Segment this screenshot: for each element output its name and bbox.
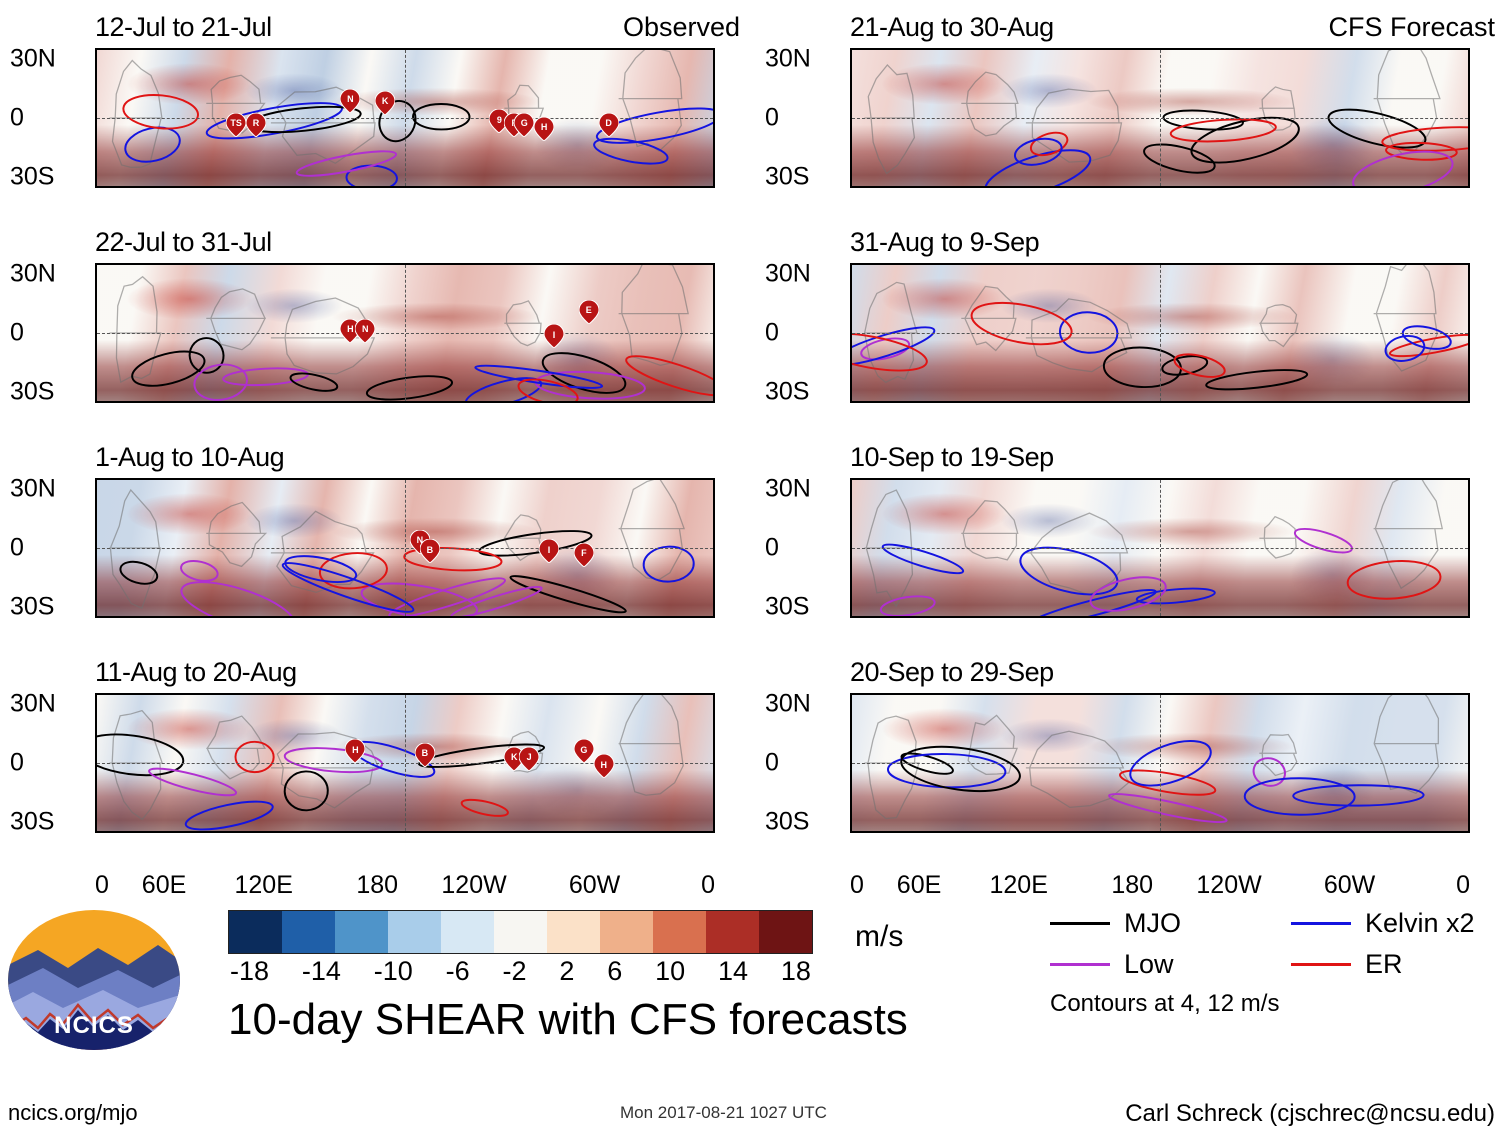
panel-4: 1-Aug to 10-Aug 30N 0 30S N B I F [0, 438, 755, 653]
panel-title-3: 31-Aug to 9-Sep [850, 227, 1039, 258]
equator-line-0 [97, 118, 713, 119]
colorbar-swatches [228, 910, 813, 954]
ytick-0-7: 0 [765, 749, 779, 778]
contour-legend: MJO Low Kelvin x2 ER Contours at 4, 12 m… [1050, 908, 1475, 1018]
ytick-30N-6: 30N [10, 690, 56, 719]
ncics-logo: NCICS [8, 910, 180, 1050]
panel-title-1: 21-Aug to 30-Aug [850, 12, 1054, 43]
bottom-legend-area: NCICS -18 -14 -10 -6 -2 2 6 10 14 [0, 900, 1510, 1127]
ytick-30N-0: 30N [10, 45, 56, 74]
ytick-30S-1: 30S [765, 162, 809, 191]
storm-marker-4-1: B [420, 539, 440, 563]
storm-marker-0-7: H [534, 117, 554, 141]
storm-marker-0-3: K [375, 91, 395, 115]
storm-marker-6-5: H [594, 754, 614, 778]
xtick-row-7: 0 60E 120E 180 120W 60W 0 [850, 871, 1470, 900]
colorbar-ticklabels: -18 -14 -10 -6 -2 2 6 10 14 18 [228, 956, 813, 987]
ytick-30S-2: 30S [10, 377, 54, 406]
map-canvas-0: TSRNK9FGHD [95, 48, 715, 188]
storm-marker-6-3: J [519, 747, 539, 771]
equator-line-3 [852, 333, 1468, 334]
ytick-30N-7: 30N [765, 690, 811, 719]
storm-marker-0-6: G [514, 113, 534, 137]
storm-marker-4-2: I [539, 539, 559, 563]
storm-marker-0-0: TS [226, 113, 246, 137]
ytick-0-0: 0 [10, 104, 24, 133]
ytick-0-4: 0 [10, 534, 24, 563]
panel-3: 31-Aug to 9-Sep 30N 0 30S [755, 223, 1510, 438]
author-credit: Carl Schreck (cjschrec@ncsu.edu) [1125, 1100, 1495, 1128]
panel-title-0: 12-Jul to 21-Jul [95, 12, 272, 43]
ytick-30S-6: 30S [10, 807, 54, 836]
panel-5: 10-Sep to 19-Sep 30N 0 30S [755, 438, 1510, 653]
panel-0: 12-Jul to 21-JulObserved30N030STSRNK9FGH… [0, 8, 755, 223]
ytick-30S-5: 30S [765, 592, 809, 621]
panel-title-5: 10-Sep to 19-Sep [850, 442, 1054, 473]
ytick-30S-7: 30S [765, 807, 809, 836]
ytick-0-3: 0 [765, 319, 779, 348]
unit-label: m/s [855, 920, 903, 954]
panel-1: 21-Aug to 30-Aug CFS Forecast 30N 0 30S [755, 8, 1510, 223]
ytick-0-2: 0 [10, 319, 24, 348]
storm-marker-6-1: B [415, 743, 435, 767]
panel-subtitle-1: CFS Forecast [1328, 12, 1495, 43]
ytick-30N-5: 30N [765, 475, 811, 504]
ytick-0-6: 0 [10, 749, 24, 778]
ytick-30S-0: 30S [10, 162, 54, 191]
ytick-0-1: 0 [765, 104, 779, 133]
panel-title-7: 20-Sep to 29-Sep [850, 657, 1054, 688]
panel-7: 20-Sep to 29-Sep 30N 0 30S 0 60E 120E 180 120W 60… [755, 653, 1510, 868]
storm-marker-6-4: G [574, 739, 594, 763]
panel-title-2: 22-Jul to 31-Jul [95, 227, 272, 258]
map-canvas-5 [850, 478, 1470, 618]
map-canvas-7 [850, 693, 1470, 833]
equator-line-6 [97, 763, 713, 764]
panel-title-6: 11-Aug to 20-Aug [95, 657, 297, 688]
ytick-0-5: 0 [765, 534, 779, 563]
ytick-30N-1: 30N [765, 45, 811, 74]
site-url: ncics.org/mjo [8, 1100, 138, 1126]
panel-title-4: 1-Aug to 10-Aug [95, 442, 284, 473]
ytick-30N-4: 30N [10, 475, 56, 504]
storm-marker-2-2: E [579, 300, 599, 324]
logo-label: NCICS [8, 1012, 180, 1040]
equator-line-4 [97, 548, 713, 549]
map-grid: 12-Jul to 21-JulObserved30N030STSRNK9FGH… [0, 8, 1510, 868]
storm-marker-0-1: R [246, 113, 266, 137]
ytick-30S-3: 30S [765, 377, 809, 406]
equator-line-2 [97, 333, 713, 334]
storm-marker-4-3: F [574, 543, 594, 567]
storm-marker-0-8: D [599, 113, 619, 137]
equator-line-5 [852, 548, 1468, 549]
legend-label-mjo: MJO [1124, 908, 1181, 939]
xtick-row-6: 0 60E 120E 180 120W 60W 0 [95, 871, 715, 900]
colorbar: -18 -14 -10 -6 -2 2 6 10 14 18 [228, 910, 828, 987]
timestamp: Mon 2017-08-21 1027 UTC [620, 1103, 827, 1123]
ytick-30N-2: 30N [10, 260, 56, 289]
storm-marker-6-0: H [345, 739, 365, 763]
legend-label-er: ER [1365, 949, 1403, 980]
map-canvas-3 [850, 263, 1470, 403]
equator-line-7 [852, 763, 1468, 764]
storm-marker-2-1: N [355, 319, 375, 343]
main-title: 10-day SHEAR with CFS forecasts [228, 995, 908, 1045]
legend-label-low: Low [1124, 949, 1174, 980]
ytick-30S-4: 30S [10, 592, 54, 621]
panel-2: 22-Jul to 31-Jul 30N 0 30S H N E I [0, 223, 755, 438]
panel-subtitle-0: Observed [623, 12, 740, 43]
ytick-30N-3: 30N [765, 260, 811, 289]
panel-6: 11-Aug to 20-Aug 30N 0 30S 0 60E 120E 180 120W 60… [0, 653, 755, 868]
storm-marker-0-2: N [340, 89, 360, 113]
contour-note: Contours at 4, 12 m/s [1050, 990, 1475, 1018]
storm-marker-2-3: I [544, 324, 564, 348]
map-canvas-1 [850, 48, 1470, 188]
legend-label-kelvin: Kelvin x2 [1365, 908, 1475, 939]
equator-line-1 [852, 118, 1468, 119]
